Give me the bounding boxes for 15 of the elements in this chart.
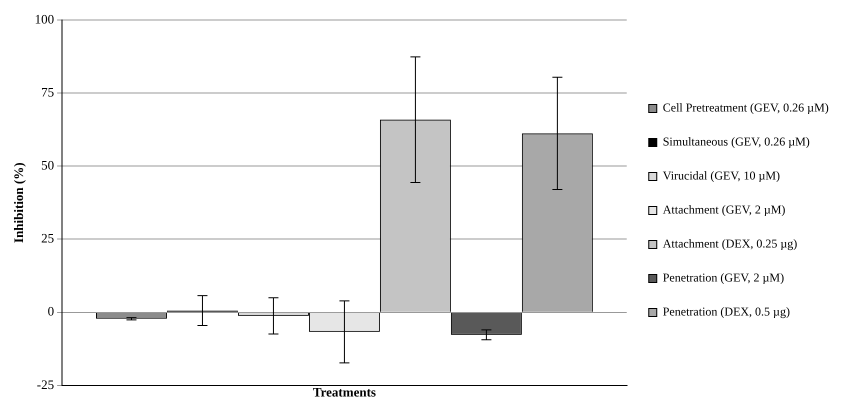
y-axis-title: Inhibition (%) xyxy=(11,162,26,243)
legend-label: Simultaneous (GEV, 0.26 µM) xyxy=(662,134,810,149)
legend-label: Attachment (GEV, 2 µM) xyxy=(662,202,786,217)
y-tick-label: 100 xyxy=(34,11,54,26)
legend-label: Penetration (GEV, 2 µM) xyxy=(662,270,784,285)
y-tick-label: 25 xyxy=(41,230,54,246)
y-tick-label: 50 xyxy=(41,158,54,173)
x-axis-title: Treatments xyxy=(312,384,376,400)
legend-label: Penetration (DEX, 0.5 µg) xyxy=(662,304,790,319)
legend-label: Virucidal (GEV, 10 µM) xyxy=(662,168,780,183)
legend-label: Cell Pretreatment (GEV, 0.26 µM) xyxy=(662,100,829,115)
y-tick-label: -25 xyxy=(36,376,54,392)
y-tick-label: 0 xyxy=(48,304,54,319)
legend-label: Attachment (DEX, 0.25 µg) xyxy=(662,236,798,251)
y-tick-label: 75 xyxy=(41,84,54,100)
